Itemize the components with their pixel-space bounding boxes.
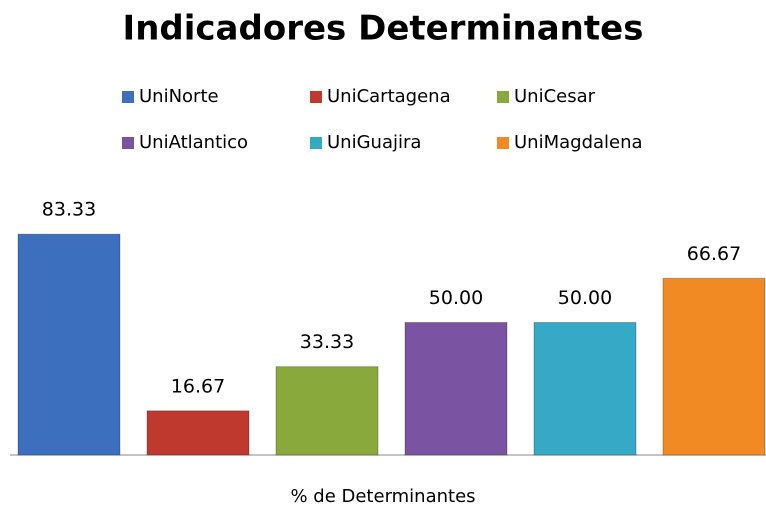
value-label: 83.33 [42, 199, 96, 221]
legend-swatch [497, 91, 509, 103]
legend-label: UniGuajira [327, 132, 421, 153]
legend-swatch [497, 137, 509, 149]
legend-swatch [122, 137, 134, 149]
legend-label: UniAtlantico [139, 132, 248, 153]
legend-label: UniCartagena [327, 86, 451, 107]
bar [404, 322, 508, 456]
value-label: 33.33 [300, 331, 354, 353]
value-label: 50.00 [558, 287, 612, 309]
legend-swatch [310, 137, 322, 149]
x-axis-label: % de Determinantes [290, 486, 475, 507]
bar [275, 366, 379, 456]
value-label: 16.67 [171, 375, 225, 397]
legend-label: UniMagdalena [514, 132, 643, 153]
bar [146, 410, 250, 456]
bar [533, 322, 637, 456]
legend-label: UniCesar [514, 86, 596, 107]
value-label: 66.67 [687, 243, 741, 265]
chart-title: Indicadores Determinantes [123, 9, 644, 49]
value-label: 50.00 [429, 287, 483, 309]
legend-swatch [310, 91, 322, 103]
legend-label: UniNorte [139, 86, 219, 107]
bar [662, 277, 766, 456]
legend-swatch [122, 91, 134, 103]
bar [17, 233, 121, 456]
